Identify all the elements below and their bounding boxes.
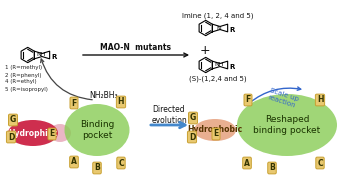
- Text: 5 (R=isopropyl): 5 (R=isopropyl): [5, 87, 48, 91]
- Ellipse shape: [49, 124, 71, 142]
- Ellipse shape: [8, 120, 58, 146]
- Text: NH₂BH₃: NH₂BH₃: [90, 91, 118, 101]
- Text: (S)-(1,2,4 and 5): (S)-(1,2,4 and 5): [189, 76, 247, 82]
- Text: N: N: [217, 26, 222, 30]
- Text: Reshaped
binding pocket: Reshaped binding pocket: [253, 115, 321, 135]
- Text: Imine (1, 2, 4 and 5): Imine (1, 2, 4 and 5): [182, 13, 254, 19]
- Text: R: R: [230, 27, 235, 33]
- Ellipse shape: [194, 119, 236, 141]
- Text: D: D: [8, 132, 14, 142]
- Text: Binding
pocket: Binding pocket: [80, 120, 114, 140]
- Ellipse shape: [237, 94, 337, 156]
- Text: +: +: [200, 43, 210, 57]
- Text: C: C: [118, 159, 124, 167]
- Text: A: A: [244, 159, 250, 167]
- Text: F: F: [71, 98, 76, 108]
- Text: D: D: [189, 132, 195, 142]
- Text: Hydrophilic: Hydrophilic: [8, 129, 58, 138]
- Ellipse shape: [64, 104, 130, 156]
- Text: Directed
evolution: Directed evolution: [151, 105, 187, 125]
- Text: F: F: [245, 95, 251, 105]
- Text: NH: NH: [214, 63, 224, 67]
- Text: R: R: [230, 64, 235, 70]
- Text: C: C: [317, 159, 323, 167]
- Text: R: R: [52, 54, 57, 60]
- Text: A: A: [71, 157, 77, 167]
- Text: 2 (R=phenyl): 2 (R=phenyl): [5, 73, 42, 77]
- Text: G: G: [190, 114, 196, 122]
- Text: Scale up
reaction: Scale up reaction: [267, 87, 299, 109]
- Text: B: B: [94, 163, 100, 173]
- Text: G: G: [10, 115, 16, 125]
- Text: E: E: [213, 129, 218, 139]
- Text: Hydrophobic: Hydrophobic: [187, 125, 243, 135]
- Text: H: H: [317, 95, 323, 105]
- Text: NH: NH: [36, 53, 46, 57]
- Text: 1 (R=methyl): 1 (R=methyl): [5, 66, 42, 70]
- Text: MAO-N  mutants: MAO-N mutants: [100, 43, 172, 53]
- Text: 4 (R=ethyl): 4 (R=ethyl): [5, 80, 37, 84]
- Text: H: H: [118, 98, 124, 106]
- Text: E: E: [49, 129, 55, 139]
- Text: B: B: [269, 163, 275, 173]
